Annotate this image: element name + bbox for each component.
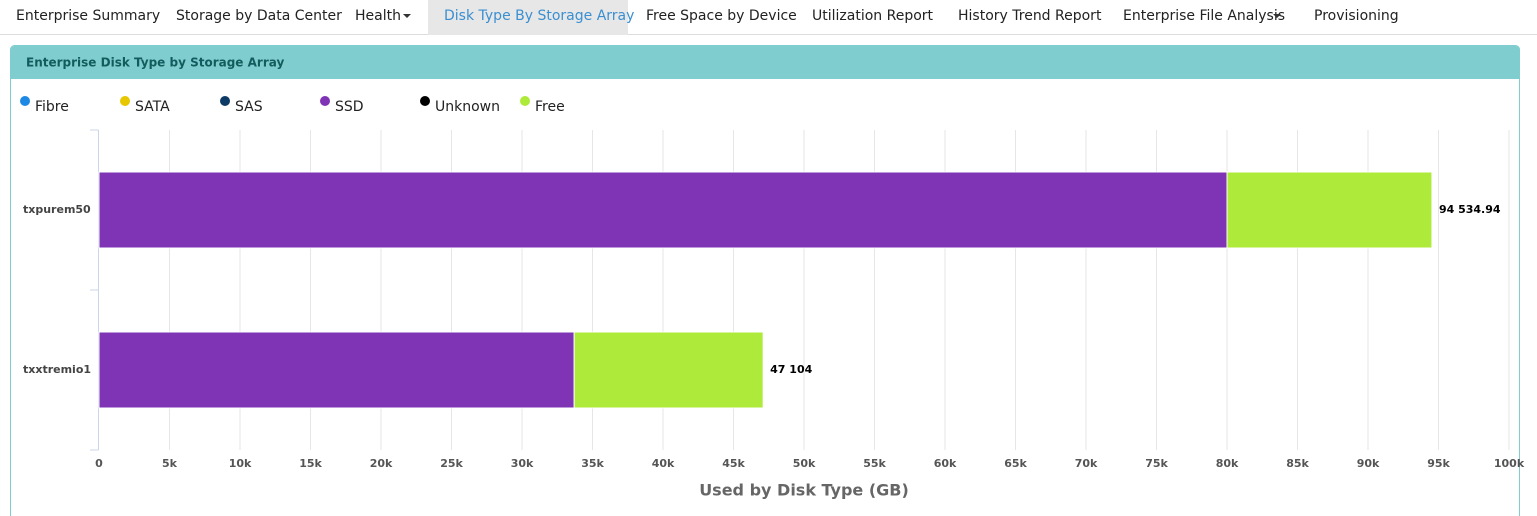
legend-label[interactable]: SSD	[335, 99, 364, 115]
legend-label[interactable]: SAS	[235, 99, 263, 115]
bar-segment	[98, 171, 1228, 249]
bar-segment	[98, 331, 575, 409]
nav-bar	[0, 0, 1537, 35]
legend-marker	[120, 96, 130, 106]
legend-marker	[20, 96, 30, 106]
x-tick-label: 5k	[162, 457, 178, 470]
x-tick-label: 15k	[299, 457, 322, 470]
x-tick-label: 0	[95, 457, 103, 470]
legend-label[interactable]: Fibre	[35, 99, 69, 115]
legend-label[interactable]: SATA	[135, 99, 170, 115]
nav-item[interactable]: Health	[355, 8, 401, 24]
x-tick-label: 60k	[934, 457, 957, 470]
x-tick-label: 95k	[1427, 457, 1450, 470]
x-tick-label: 70k	[1075, 457, 1098, 470]
nav-item[interactable]: Utilization Report	[812, 8, 934, 24]
y-tick-label: txxtremio1	[23, 363, 91, 376]
x-tick-label: 25k	[440, 457, 463, 470]
x-tick-label: 80k	[1216, 457, 1239, 470]
nav-item[interactable]: Free Space by Device	[646, 8, 797, 24]
legend-marker	[520, 96, 530, 106]
total-label: 47 104	[770, 363, 812, 376]
x-tick-label: 40k	[652, 457, 675, 470]
nav-item[interactable]: Provisioning	[1314, 8, 1399, 24]
legend-marker	[420, 96, 430, 106]
nav-item[interactable]: History Trend Report	[958, 8, 1102, 24]
legend-marker	[320, 96, 330, 106]
x-tick-label: 75k	[1145, 457, 1168, 470]
x-tick-label: 85k	[1286, 457, 1309, 470]
x-tick-label: 90k	[1357, 457, 1380, 470]
x-tick-label: 30k	[511, 457, 534, 470]
nav-item[interactable]: Enterprise Summary	[16, 8, 160, 24]
legend-label[interactable]: Unknown	[435, 99, 500, 115]
caret	[1273, 14, 1281, 18]
x-tick-label: 20k	[370, 457, 393, 470]
x-tick-label: 100k	[1494, 457, 1525, 470]
nav-item[interactable]: Storage by Data Center	[176, 8, 342, 24]
nav-item[interactable]: Enterprise File Analysis	[1123, 8, 1285, 24]
x-axis-title: Used by Disk Type (GB)	[699, 481, 909, 500]
panel	[10, 45, 1520, 516]
panel-title: Enterprise Disk Type by Storage Array	[26, 56, 284, 70]
y-tick-label: txpurem50	[23, 203, 91, 216]
x-tick-label: 10k	[229, 457, 252, 470]
legend-label[interactable]: Free	[535, 99, 565, 115]
x-tick-label: 55k	[863, 457, 886, 470]
caret	[403, 14, 411, 18]
x-tick-label: 35k	[581, 457, 604, 470]
bar-segment	[573, 331, 764, 409]
x-tick-label: 65k	[1004, 457, 1027, 470]
active-tab	[428, 0, 628, 35]
bar-segment	[1226, 171, 1433, 249]
panel-header	[10, 46, 1520, 79]
x-tick-label: 50k	[793, 457, 816, 470]
legend-marker	[220, 96, 230, 106]
total-label: 94 534.94	[1439, 203, 1501, 216]
nav-item[interactable]: Disk Type By Storage Array	[444, 8, 634, 24]
x-tick-label: 45k	[722, 457, 745, 470]
